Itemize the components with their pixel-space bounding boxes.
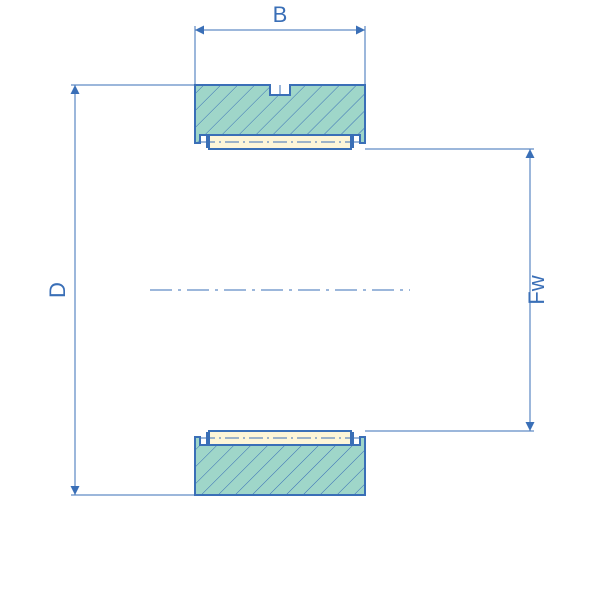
bearing-cross-section: B D Fw [0,0,600,600]
dim-fw-label: Fw [524,275,549,304]
dim-b-label: B [273,2,288,27]
dim-d-label: D [45,282,70,298]
